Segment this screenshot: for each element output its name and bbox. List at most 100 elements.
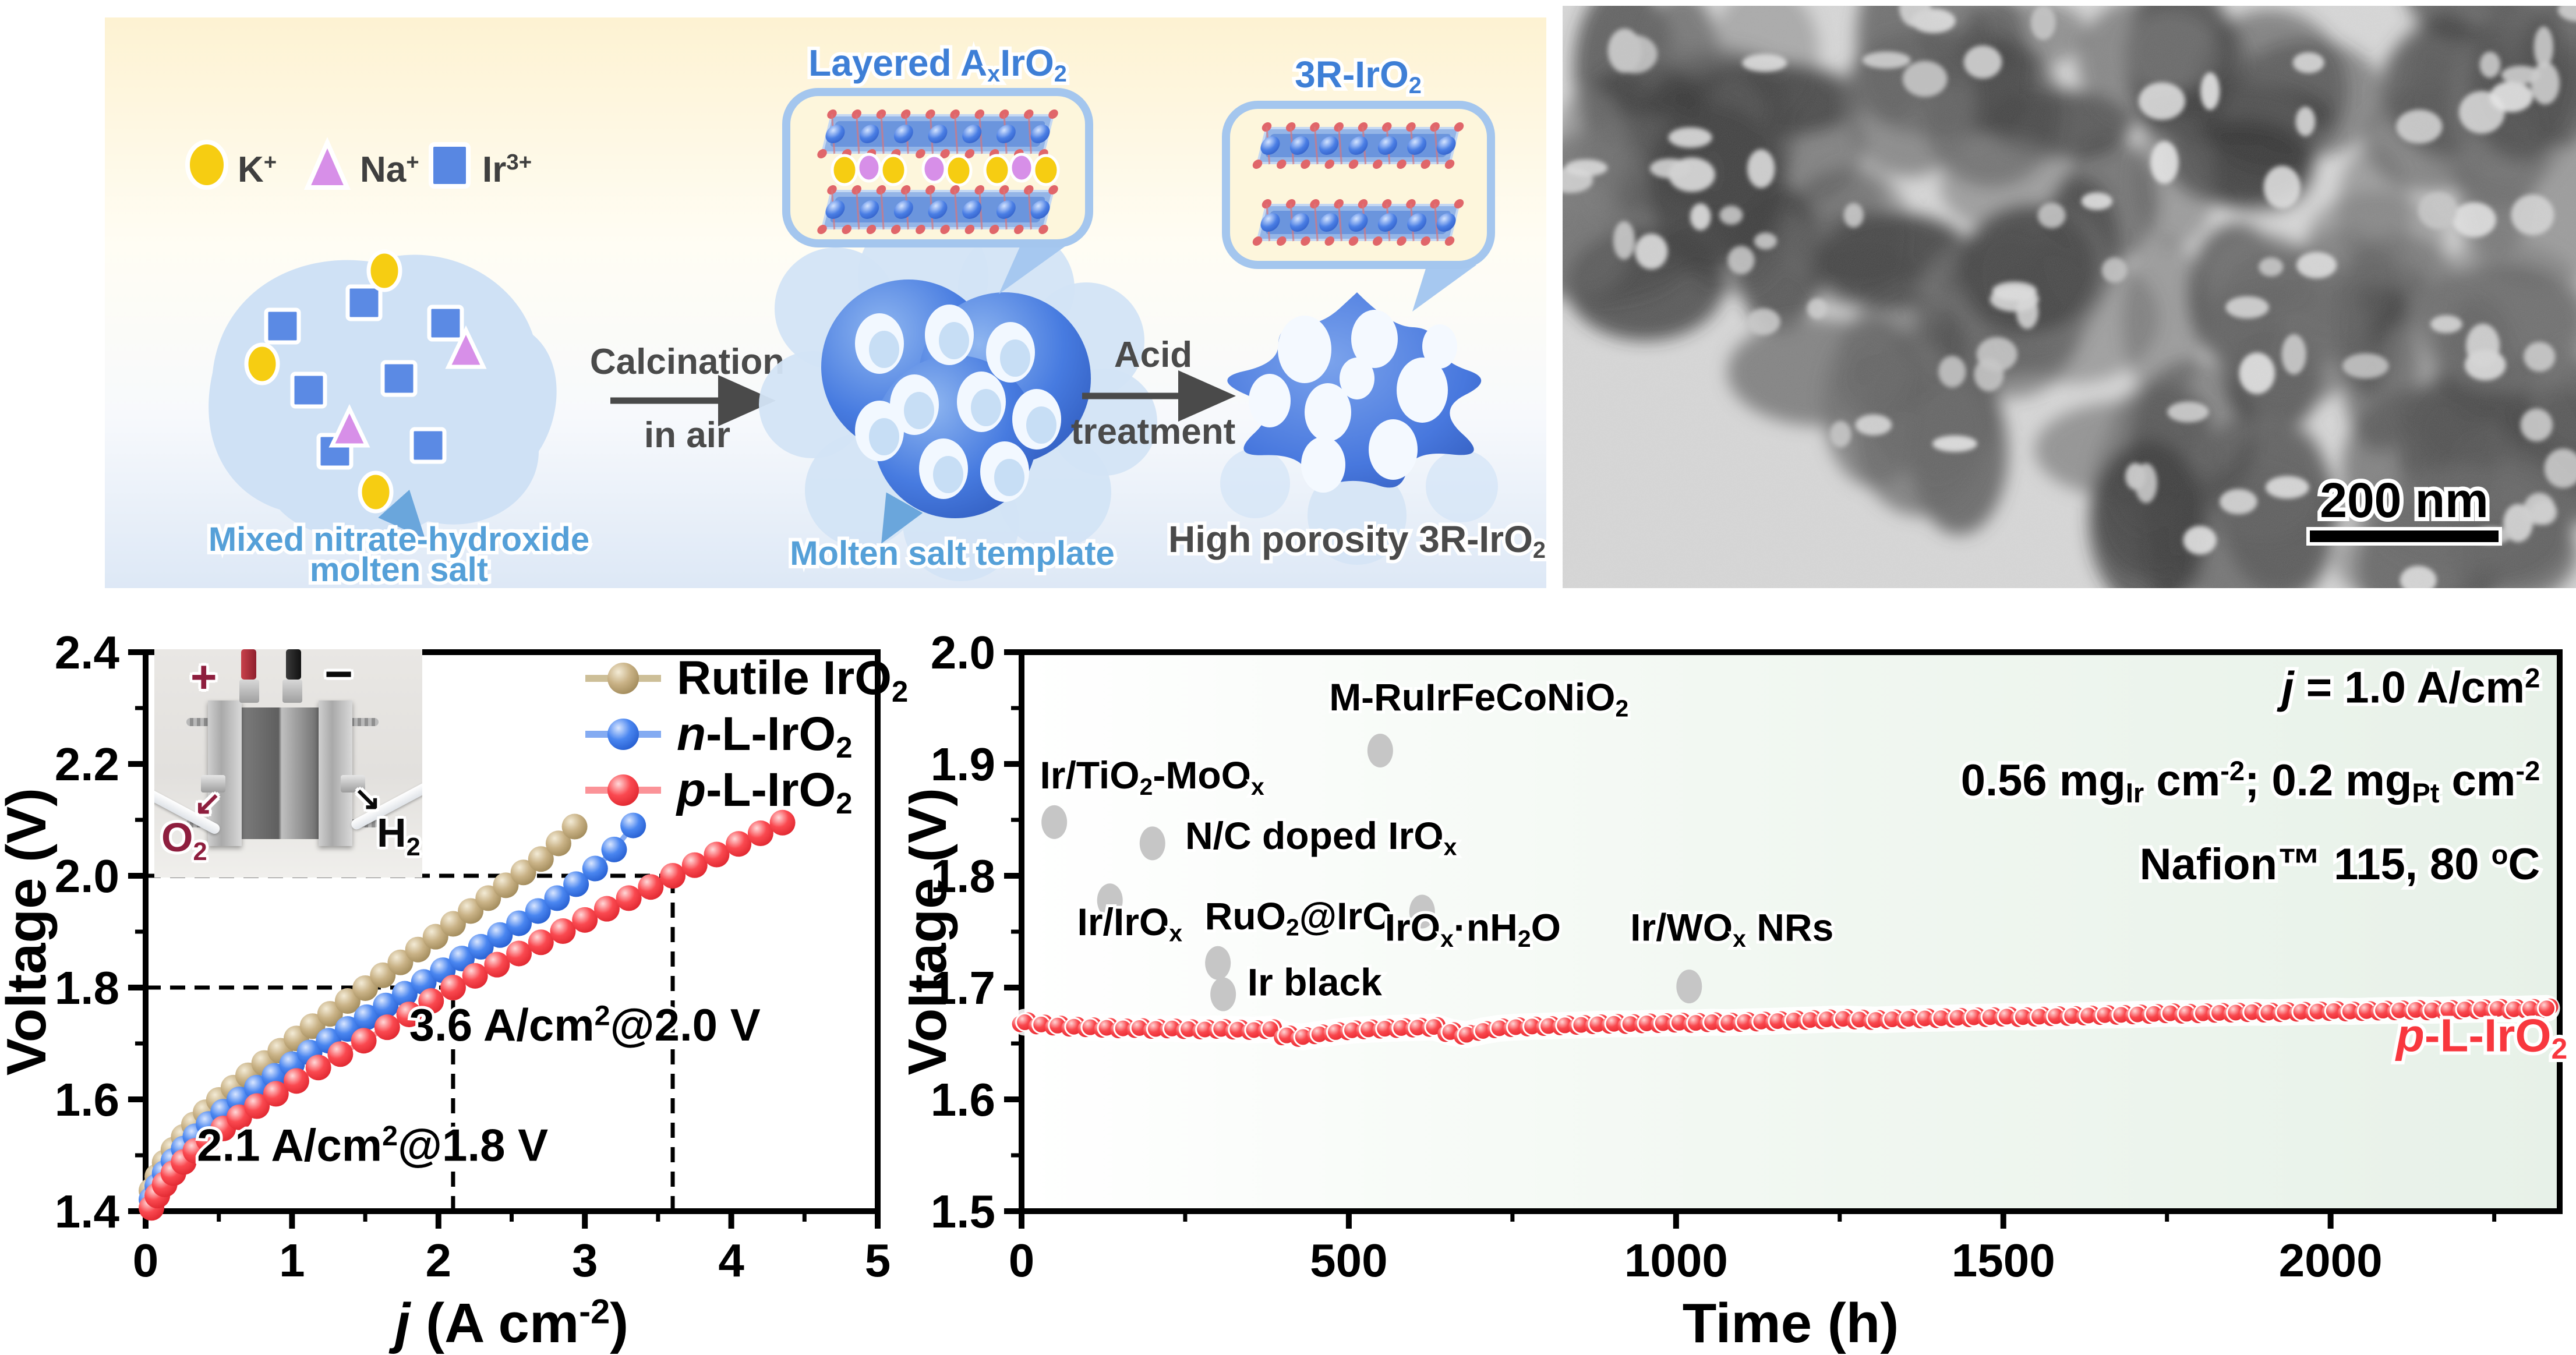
- data-point: [351, 1028, 377, 1054]
- plot-background: [1022, 652, 2560, 1211]
- test-condition: j = 1.0 A/cm2: [2277, 663, 2540, 713]
- crystal-slab: [1252, 199, 1464, 246]
- product-caption: High porosity 3R-IrO2: [1168, 518, 1546, 563]
- y-axis-title: Voltage (V): [0, 788, 58, 1075]
- k-ion-icon: [185, 140, 228, 190]
- benchmark-label: Ir/TiO2-MoOx: [1040, 753, 1264, 800]
- test-condition: 0.56 mgIr cm-2; 0.2 mgPt cm-2: [1961, 755, 2540, 808]
- acid-text-line2: treatment: [1071, 412, 1236, 452]
- data-point: [528, 846, 554, 872]
- data-point: [317, 1001, 343, 1027]
- terminal-bolt: [239, 680, 259, 703]
- benchmark-label: N/C doped IrOx: [1185, 814, 1457, 861]
- schematic-canvas: K+ Na+ Ir3+: [105, 17, 1546, 588]
- y-tick-label: 1.7: [931, 962, 995, 1014]
- intercalated-ions: [831, 153, 1060, 187]
- blob-ions: [244, 249, 487, 514]
- data-point: [747, 820, 773, 847]
- stability-chart: 0 500 1000 1500 2000 1.5 1.6 1.7 1.8 1.9 2.0 Time (…: [909, 629, 2571, 1354]
- calcination-step: Calcination in air: [590, 342, 785, 455]
- benchmark-dot: [1409, 894, 1435, 929]
- crystal-slab: [817, 185, 1058, 234]
- data-point: [544, 885, 570, 911]
- ir-ion-label: Ir3+: [482, 150, 532, 190]
- legend-marker: [607, 719, 639, 750]
- y-axis-title: Voltage (V): [909, 788, 958, 1075]
- tem-micrograph: 200 nm: [1563, 6, 2576, 588]
- calcination-text-line1: Calcination: [590, 342, 785, 382]
- data-point: [440, 975, 466, 1000]
- polarization-chart: 0 1 2 3 4 5 1.4 1.6 1.8 2.0 2.2 2.4 j (A cm-2) Voltag…: [0, 629, 908, 1354]
- positive-clip: [241, 649, 256, 680]
- x-tick-label: 2000: [2279, 1234, 2383, 1286]
- data-point: [620, 812, 646, 839]
- data-point: [506, 910, 532, 936]
- y-tick-label: 1.5: [931, 1186, 995, 1237]
- x-tick-label: 4: [718, 1234, 744, 1286]
- x-tick-label: 3: [572, 1234, 598, 1286]
- legend-label: Rutile IrO2: [677, 652, 908, 708]
- panel-stability-chart: 0 500 1000 1500 2000 1.5 1.6 1.7 1.8 1.9 2.0 Time (…: [909, 629, 2576, 1355]
- data-point: [327, 1041, 354, 1067]
- na-ion-label: Na+: [360, 150, 419, 190]
- x-tick-label: 1: [279, 1234, 305, 1286]
- tem-scale-bar: 200 nm: [2306, 469, 2502, 546]
- axes: 0 1 2 3 4 5 1.4 1.6 1.8 2.0 2.2 2.4: [55, 629, 891, 1286]
- data-point: [396, 1002, 422, 1028]
- legend-label: p-L-IrO2: [676, 763, 853, 820]
- series-3: [139, 809, 796, 1221]
- series-name-label: p-L-IrO2: [2395, 1009, 2567, 1065]
- annotation: 3.6 A/cm2@2.0 V: [409, 999, 761, 1050]
- y-tick-label: 1.4: [55, 1186, 120, 1237]
- positive-terminal-label: +: [190, 651, 217, 702]
- h2-label: H2: [377, 810, 421, 861]
- legend-marker: [607, 774, 639, 806]
- data-point: [561, 813, 588, 840]
- data-point: [493, 872, 519, 898]
- benchmark-dot: [1139, 826, 1165, 861]
- stability-series: [1011, 995, 2560, 1050]
- data-point: [462, 963, 488, 989]
- data-point: [681, 852, 708, 878]
- data-point: [593, 896, 620, 922]
- data-point: [354, 1004, 380, 1030]
- legend-label: n-L-IrO2: [677, 707, 853, 764]
- x-tick-label: 0: [133, 1234, 159, 1286]
- electrolyzer-photo-inset: + − ↙ O2 ↘ H2: [154, 649, 422, 878]
- acid-text-line1: Acid: [1114, 335, 1192, 375]
- data-point: [1260, 1019, 1280, 1039]
- blob-caption-arrow: [378, 490, 425, 539]
- annotation: 2.1 A/cm2@1.8 V: [197, 1120, 548, 1171]
- y-tick-label: 1.8: [931, 850, 995, 902]
- y-tick-label: 2.0: [931, 629, 995, 678]
- 3r-iro2-bubble: 3R-IrO2: [1222, 50, 1495, 312]
- benchmark-label: Ir/IrOx: [1077, 900, 1183, 947]
- blob-caption-line2: molten salt: [310, 551, 488, 588]
- 3r-bubble-title: 3R-IrO2: [1295, 54, 1422, 98]
- benchmark-label: M-RuIrFeCoNiO2: [1329, 675, 1628, 722]
- data-point: [263, 1081, 289, 1107]
- y-tick-label: 2.4: [55, 629, 120, 678]
- k-ion-label: K+: [238, 150, 277, 190]
- data-point: [458, 898, 484, 924]
- data-point: [374, 1014, 400, 1041]
- benchmark-label: Ir black: [1248, 960, 1382, 1003]
- data-point: [726, 831, 752, 857]
- data-point: [449, 946, 475, 972]
- y-tick-label: 1.6: [55, 1074, 119, 1126]
- layered-axiro2-bubble: Layered AxIrO2: [782, 38, 1093, 294]
- x-tick-label: 0: [1009, 1234, 1035, 1286]
- data-point: [769, 809, 796, 836]
- benchmark-label: RuO2@IrOx: [1205, 894, 1406, 941]
- crystal-slab: [1252, 122, 1464, 169]
- data-point: [563, 871, 589, 897]
- acid-treatment-step: Acid treatment: [1071, 335, 1236, 452]
- benchmark-dot: [1205, 946, 1231, 980]
- benchmark-dot: [1210, 977, 1236, 1011]
- crystal-slab: [817, 109, 1058, 158]
- y-tick-label: 1.9: [931, 738, 995, 790]
- negative-terminal-label: −: [324, 649, 354, 701]
- x-axis-title: Time (h): [1683, 1292, 1899, 1354]
- data-point: [704, 841, 730, 868]
